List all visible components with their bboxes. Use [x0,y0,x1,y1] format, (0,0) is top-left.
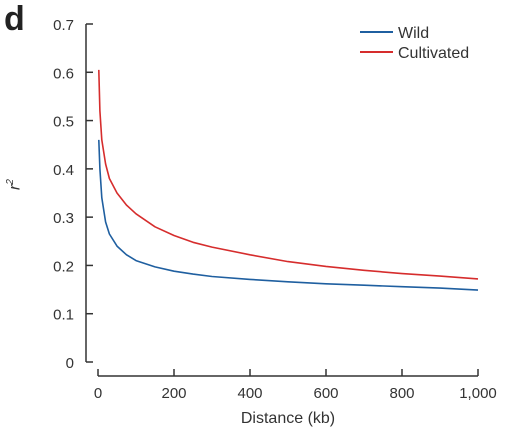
x-tick-label: 0 [94,385,102,402]
legend-label: Wild [398,25,429,42]
y-tick-label: 0.2 [53,258,74,275]
x-tick-label: 400 [237,385,262,402]
y-tick-label: 0.4 [53,162,74,179]
x-tick-label: 600 [313,385,338,402]
y-tick-label: 0 [66,355,74,372]
series-line-cultivated [98,69,479,280]
series-line-wild [98,139,479,291]
panel-label: d [4,0,25,38]
legend-label: Cultivated [398,45,469,62]
legend: Wild Cultivated [360,25,469,62]
y-tick-label: 0.3 [53,210,74,227]
y-tick-label: 0.1 [53,307,74,324]
x-tick-label: 200 [161,385,186,402]
x-axis-label: Distance (kb) [241,410,335,427]
y-tick-label: 0.6 [53,65,74,82]
series-layer [98,69,479,291]
y-tick-label: 0.5 [53,114,74,131]
axes: 0 0.1 0.2 0.3 0.4 0.5 0.6 0.7 0 200 400 600 800 1,000 [53,17,497,402]
y-tick-label: 0.7 [53,17,74,34]
x-tick-label: 800 [389,385,414,402]
x-tick-label: 1,000 [459,385,497,402]
